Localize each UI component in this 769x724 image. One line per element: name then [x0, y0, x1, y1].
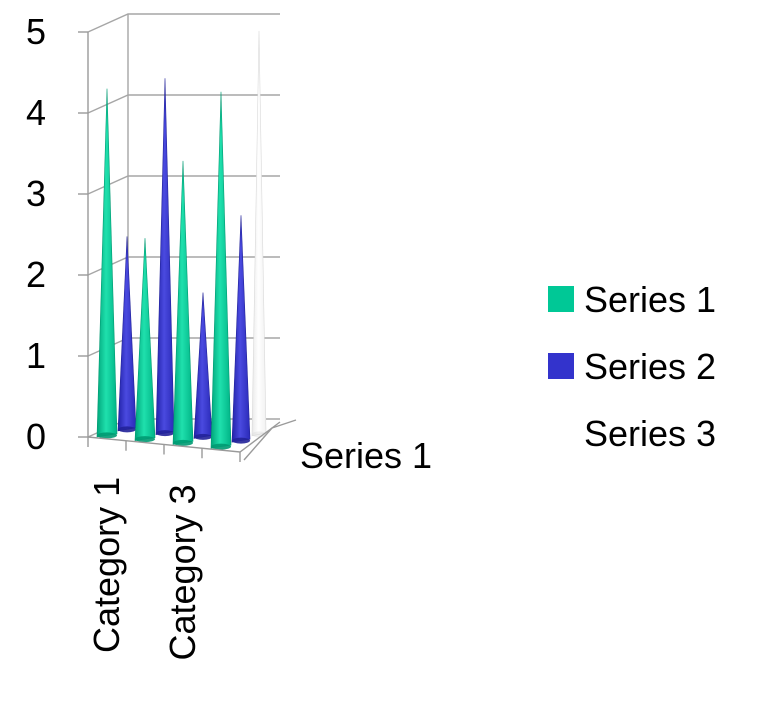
- cone-series-3: [251, 30, 267, 438]
- cone-base: [232, 437, 250, 444]
- legend-swatch: [548, 353, 574, 379]
- cone-body: [134, 238, 156, 441]
- legend-item: Series 3: [584, 413, 716, 454]
- cone-series-2: [155, 78, 175, 437]
- value-axis: 0 1 2 3 4 5: [26, 11, 88, 457]
- category-axis: Category 1 Category 3: [86, 419, 297, 660]
- legend-label: Series 1: [584, 279, 716, 320]
- legend-label: Series 3: [584, 413, 716, 454]
- legend: Series 1 Series 2 Series 3: [548, 279, 716, 454]
- cone-series-2: [117, 236, 137, 433]
- cone-series-1: [134, 238, 156, 443]
- cone-series-1: [96, 88, 118, 439]
- y-tick-label: 4: [26, 92, 46, 133]
- depth-axis-tick: [243, 427, 273, 461]
- cone-base: [97, 432, 117, 439]
- x-tick-label: Category 1: [86, 477, 127, 653]
- depth-axis-line: [271, 419, 297, 429]
- cone-body: [193, 292, 213, 439]
- cone-body: [172, 160, 194, 445]
- cone-body: [251, 30, 267, 437]
- plot-area: [96, 30, 267, 450]
- cone-base: [156, 430, 174, 437]
- y-tick-label: 3: [26, 173, 46, 214]
- cone-base: [118, 426, 136, 433]
- y-tick-label: 5: [26, 11, 46, 52]
- cone-series-1: [172, 160, 194, 446]
- cone-base: [211, 443, 231, 450]
- cone-body: [210, 91, 232, 449]
- legend-item: Series 1: [548, 279, 716, 320]
- legend-label: Series 2: [584, 346, 716, 387]
- depth-axis-label: Series 1: [300, 435, 432, 476]
- gridline: [87, 94, 280, 114]
- gridline: [87, 13, 280, 33]
- cone-body: [231, 215, 251, 443]
- legend-swatch: [548, 286, 574, 312]
- cone-series-1: [210, 91, 232, 450]
- x-tick-label: Category 3: [162, 484, 203, 660]
- cone-series-2: [193, 292, 213, 440]
- legend-item: Series 2: [548, 346, 716, 387]
- cone-base: [173, 439, 193, 446]
- cone-series-2: [231, 215, 251, 444]
- cone-body: [117, 236, 137, 432]
- cone-base: [135, 436, 155, 443]
- cone-base: [194, 433, 212, 440]
- y-tick-label: 1: [26, 335, 46, 376]
- y-tick-label: 0: [26, 416, 46, 457]
- y-tick-label: 2: [26, 254, 46, 295]
